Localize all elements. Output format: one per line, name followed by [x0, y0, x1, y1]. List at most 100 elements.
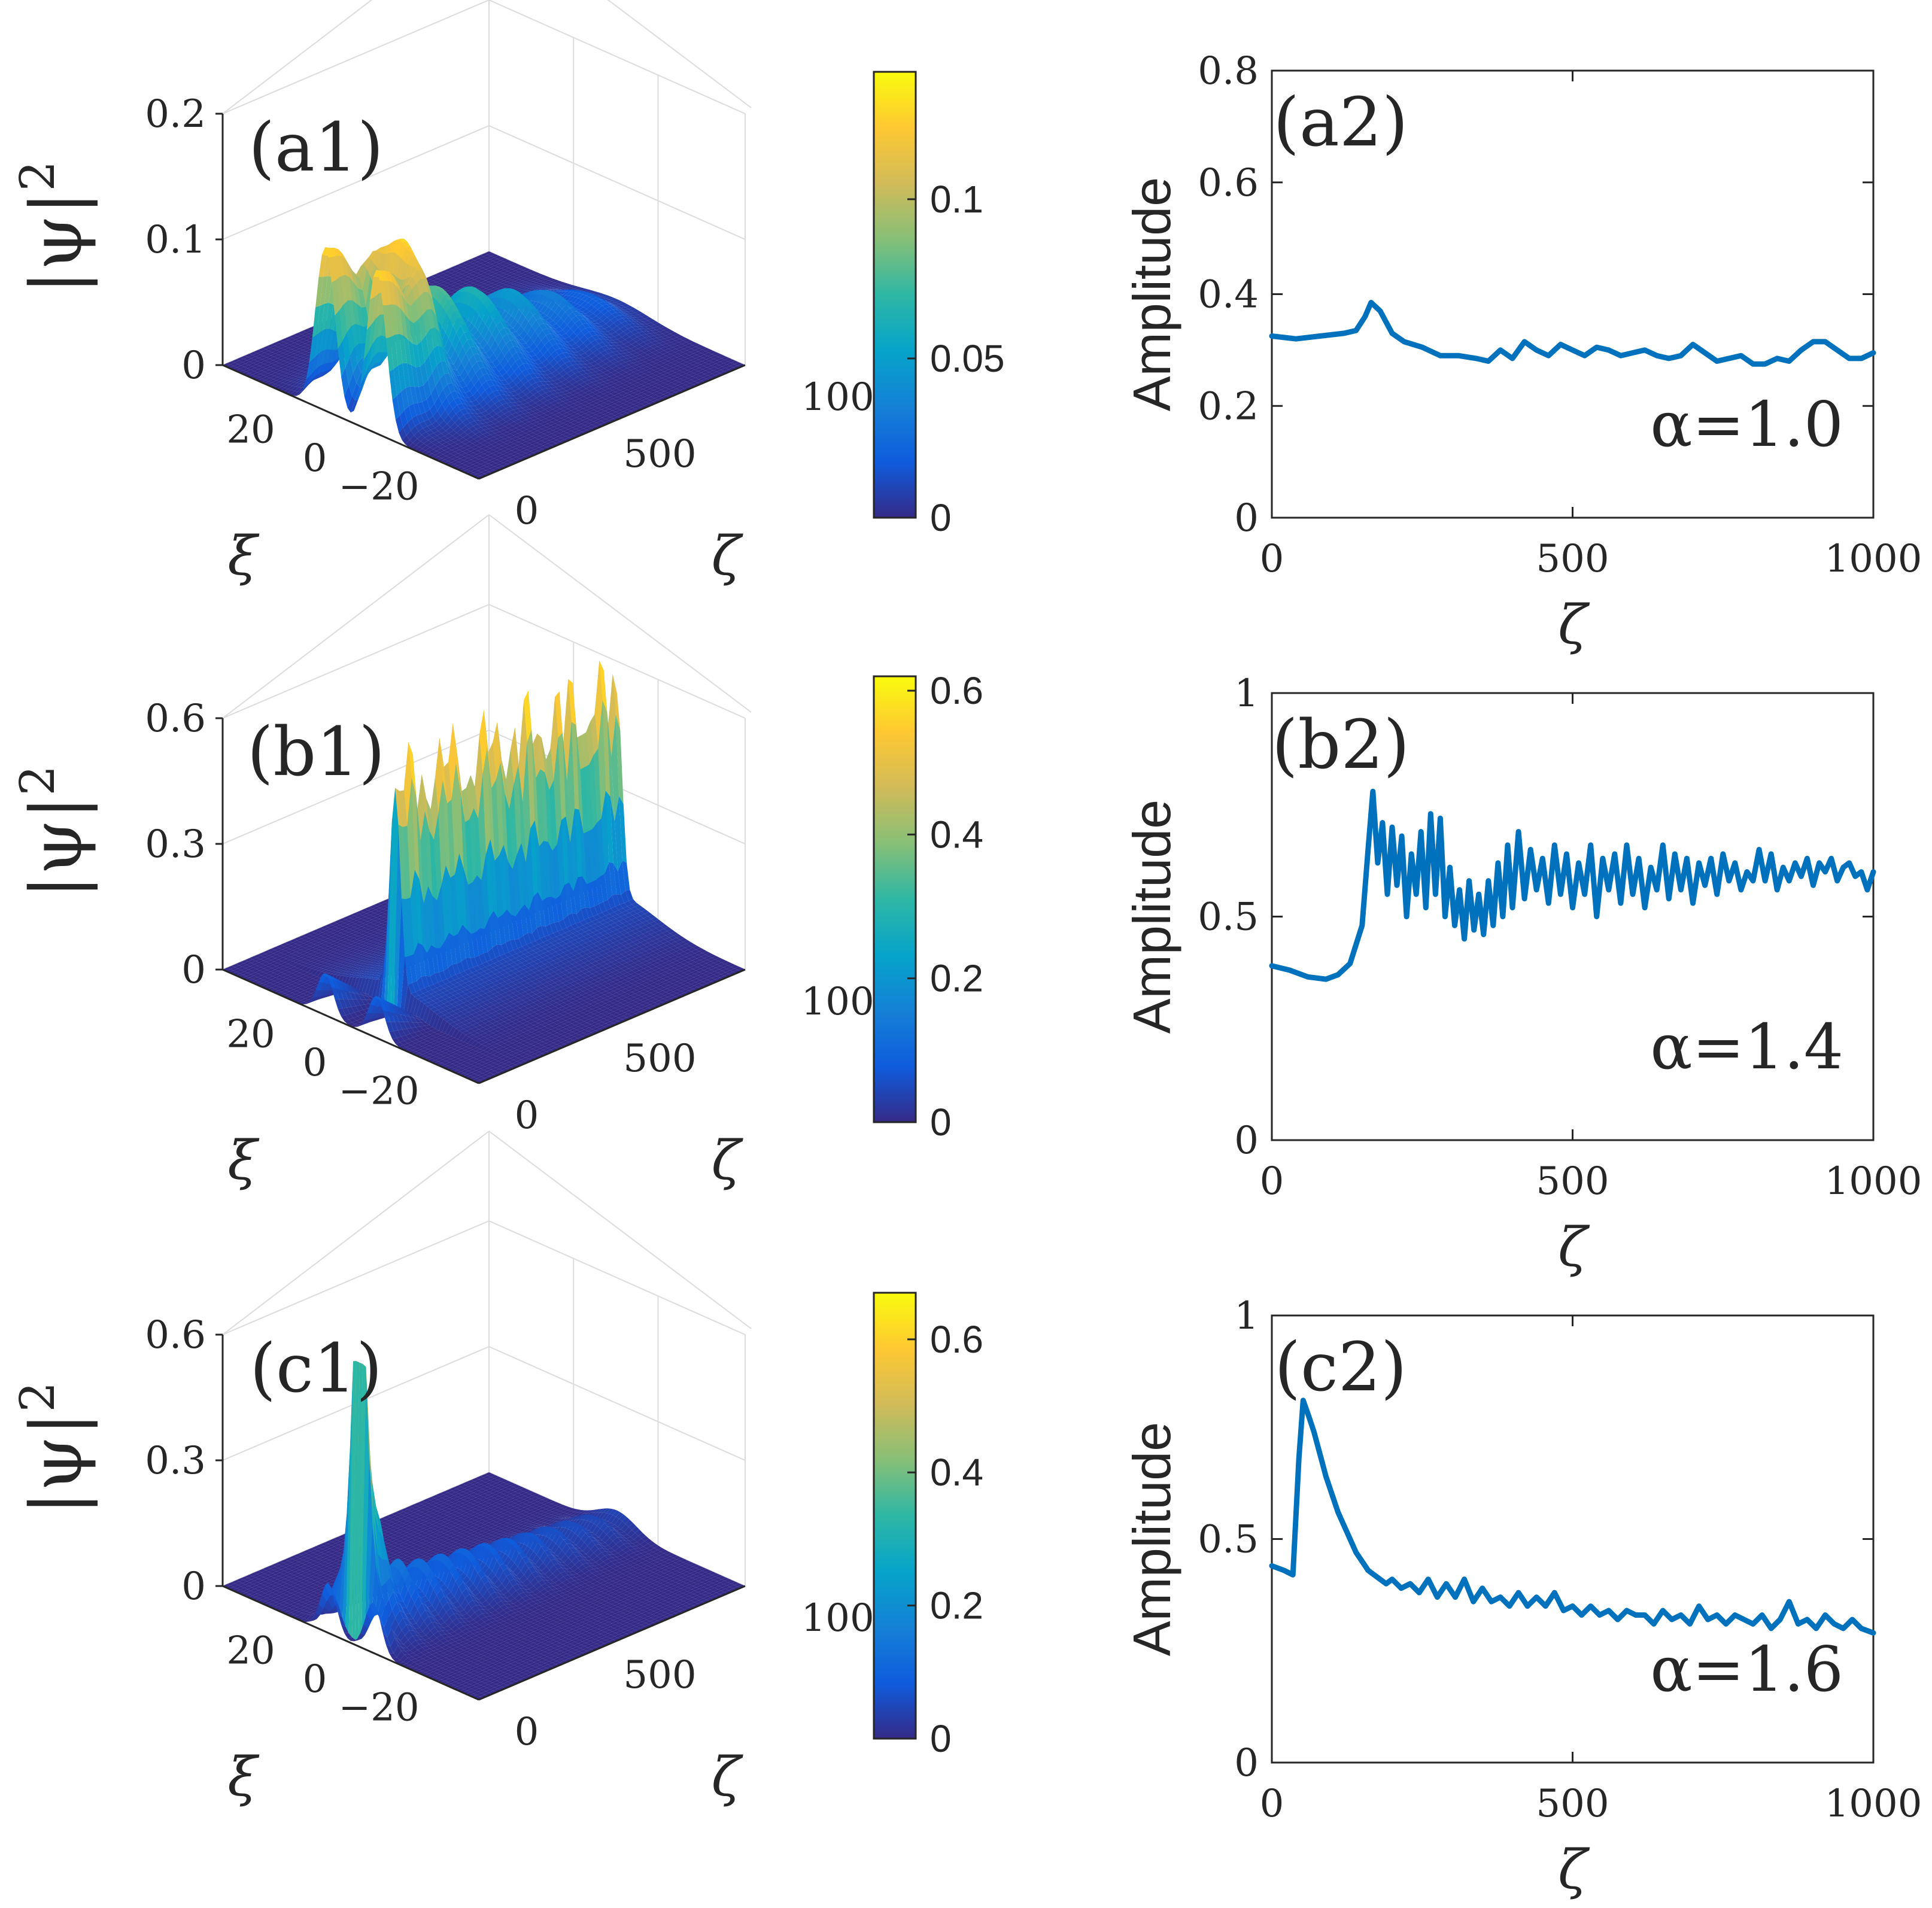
surface-cell: [628, 354, 636, 358]
surface-cell: [515, 335, 523, 341]
surface-cell: [588, 369, 596, 373]
surface-cell: [491, 281, 500, 285]
surface-cell: [627, 311, 635, 314]
surface-cell: [611, 332, 619, 337]
surface-cell: [516, 277, 524, 279]
surface-cell: [634, 315, 642, 318]
surface-cell: [472, 273, 481, 277]
surface-cell: [593, 377, 601, 381]
surface-cell: [634, 344, 643, 349]
surface-cell: [542, 316, 549, 326]
surface-cell: [552, 296, 560, 303]
surface-cell: [503, 260, 512, 263]
surface-cell: [443, 272, 451, 275]
surface-cell: [528, 315, 536, 326]
surface-cell: [590, 321, 599, 324]
surface-cell: [556, 318, 564, 327]
surface-cell: [528, 360, 537, 367]
surface-cell: [441, 286, 449, 290]
surface-cell: [490, 277, 498, 280]
surface-cell: [618, 332, 627, 338]
surface-cell: [468, 275, 476, 278]
surface-cell: [618, 348, 626, 351]
surface-cell: [647, 365, 655, 369]
surface-cell: [472, 265, 480, 269]
surface-cell: [585, 317, 593, 324]
surface-cell: [603, 370, 611, 375]
surface-cell: [566, 357, 574, 361]
surface-cell: [580, 393, 588, 397]
surface-cell: [525, 338, 534, 348]
surface-cell: [663, 384, 670, 388]
surface-cell: [544, 280, 552, 284]
surface-cell: [590, 361, 599, 366]
surface-cell: [480, 272, 488, 276]
surface-cell: [584, 380, 592, 385]
surface-cell: [585, 350, 593, 356]
surface-cell: [552, 286, 560, 288]
surface-cell: [559, 338, 567, 345]
surface-cell: [597, 297, 604, 300]
surface-cell: [689, 373, 697, 376]
surface-cell: [520, 266, 528, 271]
surface-cell: [517, 341, 525, 349]
surface-cell: [600, 299, 608, 303]
surface-cell: [515, 299, 524, 310]
surface-cell: [551, 279, 560, 283]
surface-cell: [574, 347, 582, 353]
surface-cell: [597, 388, 605, 393]
surface-cell: [569, 332, 577, 341]
surface-cell: [685, 344, 693, 347]
surface-cell: [606, 393, 615, 397]
surface-cell: [704, 372, 712, 376]
surface-cell: [657, 370, 664, 373]
surface-cell: [703, 375, 711, 379]
surface-cell: [724, 358, 733, 361]
surface-cell: [504, 288, 512, 291]
surface-cell: [688, 384, 697, 388]
surface-cell: [683, 338, 691, 342]
surface-cell: [523, 350, 531, 357]
surface-cell: [645, 360, 653, 364]
surface-cell: [627, 408, 636, 411]
surface-cell: [558, 353, 566, 360]
surface-cell: [700, 354, 707, 358]
surface-cell: [521, 317, 528, 330]
surface-cell: [621, 350, 630, 354]
surface-cell: [633, 361, 641, 365]
surface-cell: [573, 327, 582, 336]
surface-cell: [602, 375, 610, 378]
surface-cell: [633, 348, 642, 353]
surface-cell: [589, 331, 597, 336]
surface-cell: [596, 370, 603, 374]
surface-cell: [635, 354, 643, 358]
surface-cell: [620, 353, 628, 357]
surface-cell: [581, 290, 589, 293]
surface-cell: [622, 412, 630, 417]
surface-cell: [583, 339, 591, 347]
surface-cell: [493, 278, 501, 281]
surface-cell: [551, 327, 558, 333]
surface-cell: [591, 339, 599, 347]
surface-cell: [498, 298, 506, 309]
surface-cell: [643, 340, 652, 345]
surface-cell: [504, 278, 512, 282]
surface-cell: [631, 364, 640, 369]
surface-cell: [497, 257, 505, 260]
surface-cell: [666, 374, 674, 378]
surface-cell: [452, 287, 460, 291]
surface-a1: [223, 238, 745, 479]
surface-cell: [637, 372, 645, 376]
surface-cell: [583, 370, 591, 374]
surface-cell: [567, 319, 575, 329]
surface-cell: [614, 303, 622, 306]
surface-cell: [479, 275, 487, 279]
surface-cell: [524, 296, 533, 304]
surface-cell: [545, 298, 552, 308]
surface-cell: [562, 291, 570, 296]
surface-cell: [594, 374, 602, 378]
surface-cell: [458, 282, 466, 285]
surface-cell: [551, 387, 559, 391]
surface-cell: [701, 370, 709, 374]
surface-cell: [615, 368, 623, 373]
